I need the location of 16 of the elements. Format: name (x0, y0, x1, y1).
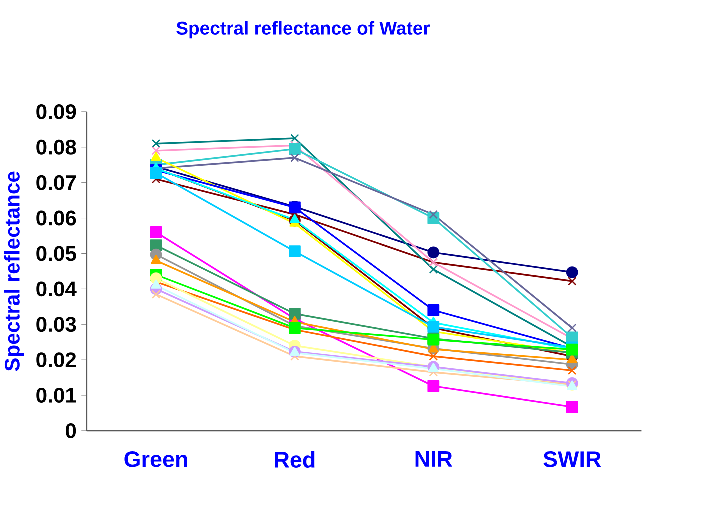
y-tick-label: 0.05 (36, 246, 76, 262)
y-tick-label: 0.02 (36, 352, 76, 368)
x-tick-label: SWIR (544, 451, 602, 468)
y-axis-title: Spectral reflectance (4, 172, 24, 372)
x-tick-label: Red (275, 451, 315, 468)
y-tick-label: 0.01 (36, 388, 76, 403)
x-tick-label: NIR (416, 451, 453, 467)
y-tick-label: 0.09 (36, 104, 76, 120)
y-tick-label: 0.08 (36, 140, 76, 155)
x-tick-label: Green (124, 451, 188, 468)
y-tick-label: 0.04 (36, 282, 77, 297)
chart-title: Spectral reflectance of Water (176, 21, 430, 38)
y-tick-label: 0.06 (36, 210, 76, 226)
y-tick-label: 0.03 (36, 317, 76, 332)
y-tick-label: 0.07 (36, 175, 76, 190)
y-tick-label: 0 (66, 423, 76, 438)
